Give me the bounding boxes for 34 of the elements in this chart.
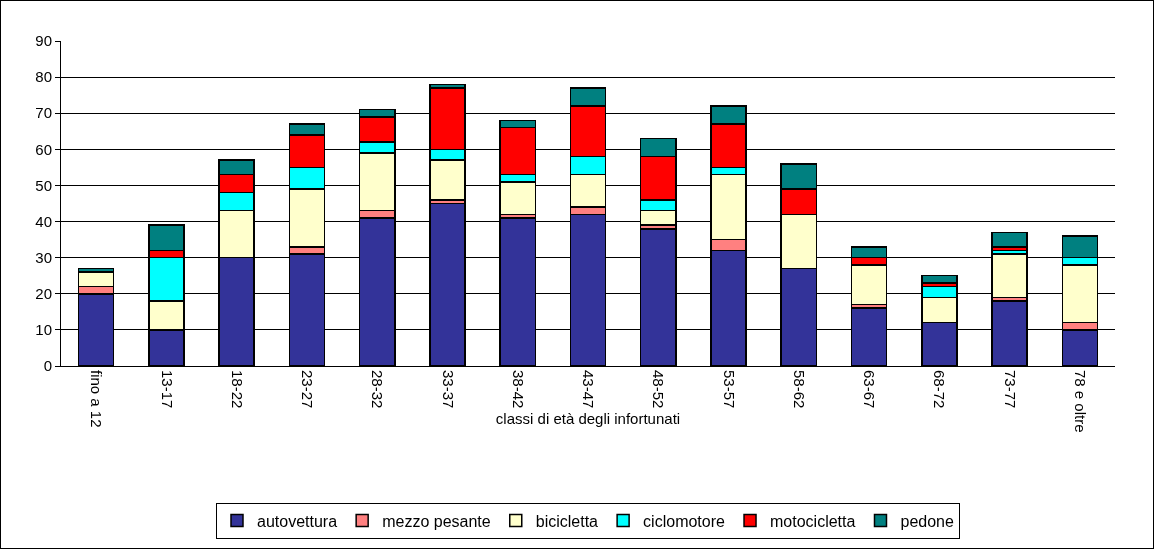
legend-label: bicicletta [535, 512, 599, 530]
legend-label: motocicletta [770, 512, 856, 530]
legend-label: autovettura [257, 512, 338, 530]
y-tick-label: 80 [35, 68, 52, 86]
y-tick-label: 40 [35, 212, 52, 230]
x-axis-title: classi di età degli infortunati [495, 410, 681, 428]
y-tick-label: 50 [35, 176, 52, 194]
y-tick-label: 90 [35, 32, 52, 50]
x-tick-label: 53-57 [720, 370, 738, 409]
x-tick-label: fino a 12 [88, 370, 106, 428]
legend-label: mezzo pesante [382, 512, 491, 530]
bar [991, 231, 1028, 248]
x-tick-label: 43-47 [580, 370, 598, 409]
x-tick-label: 58-62 [790, 370, 808, 409]
y-tick-label: 0 [43, 357, 52, 375]
y-tick-label: 10 [35, 321, 52, 339]
legend-label: ciclomotore [643, 512, 726, 530]
x-tick-label: 33-37 [439, 370, 457, 409]
x-tick-label: 68-72 [931, 370, 949, 409]
y-tick-label: 20 [35, 285, 52, 303]
legend-label: pedone [900, 512, 954, 530]
y-tick-label: 30 [35, 248, 52, 266]
x-tick-label: 73-77 [1001, 370, 1019, 409]
x-tick-label: 18-22 [228, 370, 246, 409]
y-tick-label: 70 [35, 104, 52, 122]
x-tick-label: 78 e oltre [1071, 370, 1089, 433]
x-tick-label: 28-32 [369, 370, 387, 409]
x-tick-label: 63-67 [861, 370, 879, 409]
x-tick-label: 38-42 [509, 370, 527, 409]
x-tick-label: 23-27 [299, 370, 317, 409]
y-tick-label: 60 [35, 140, 52, 158]
bar [921, 274, 958, 284]
x-tick-label: 48-52 [650, 370, 668, 409]
x-tick-label: 13-17 [158, 370, 176, 409]
